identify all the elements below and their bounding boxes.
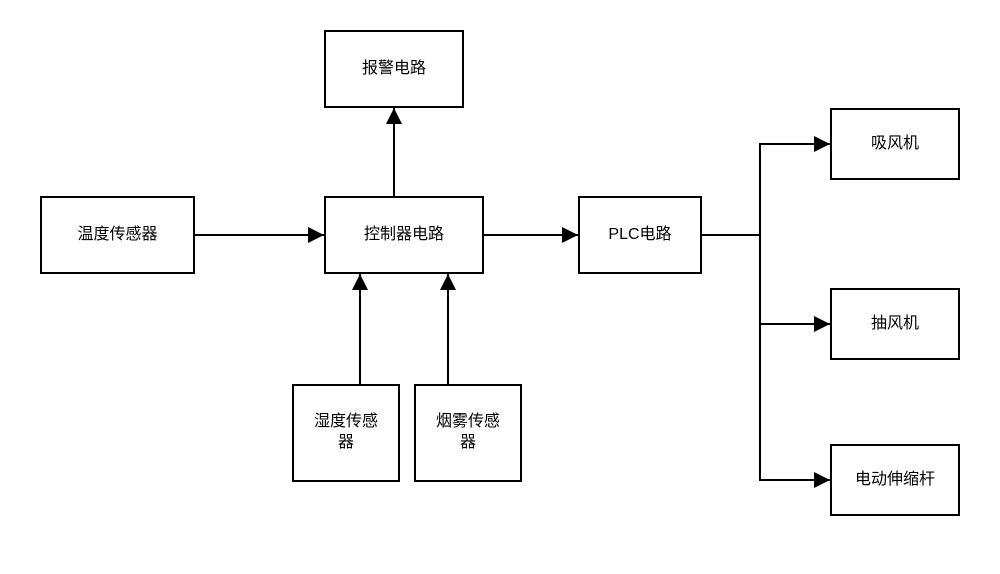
- node-telescopic: 电动伸缩杆: [830, 444, 960, 516]
- edge-plc-to-exhaust_fan: [702, 235, 830, 324]
- node-alarm: 报警电路: [324, 30, 464, 108]
- node-temp_sensor: 温度传感器: [40, 196, 195, 274]
- edge-plc-to-telescopic: [702, 235, 830, 480]
- node-plc: PLC电路: [578, 196, 702, 274]
- node-controller: 控制器电路: [324, 196, 484, 274]
- node-smoke: 烟雾传感器: [414, 384, 522, 482]
- node-suction_fan: 吸风机: [830, 108, 960, 180]
- node-exhaust_fan: 抽风机: [830, 288, 960, 360]
- node-humidity: 湿度传感器: [292, 384, 400, 482]
- edge-plc-to-suction_fan: [702, 144, 830, 235]
